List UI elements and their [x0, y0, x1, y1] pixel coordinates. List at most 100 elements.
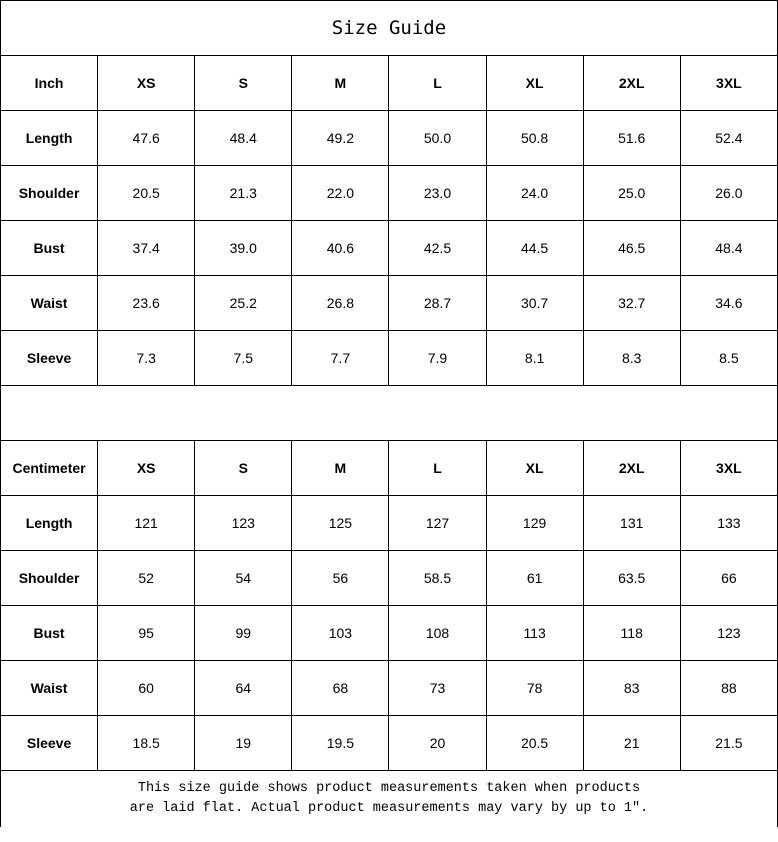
- measurement-cell: 34.6: [679, 275, 778, 331]
- measurement-cell: 52.4: [679, 110, 778, 166]
- measurement-cell: 118: [582, 605, 681, 661]
- measurement-cell: 19.5: [291, 715, 390, 771]
- size-header: M: [291, 440, 390, 496]
- row-label: Length: [0, 495, 99, 551]
- measurement-cell: 21.3: [194, 165, 293, 221]
- measurement-cell: 20.5: [485, 715, 584, 771]
- size-header: 2XL: [582, 440, 681, 496]
- measurement-cell: 50.0: [388, 110, 487, 166]
- measurement-cell: 127: [388, 495, 487, 551]
- measurement-cell: 58.5: [388, 550, 487, 606]
- measurement-cell: 22.0: [291, 165, 390, 221]
- row-label: Bust: [0, 220, 99, 276]
- spacer-row: [0, 385, 778, 441]
- measurement-cell: 8.5: [679, 330, 778, 386]
- table-row: Bust 37.4 39.0 40.6 42.5 44.5 46.5 48.4: [0, 220, 778, 276]
- measurement-cell: 28.7: [388, 275, 487, 331]
- footer-line-2: are laid flat. Actual product measuremen…: [129, 801, 649, 816]
- size-header: L: [388, 55, 487, 111]
- measurement-cell: 68: [291, 660, 390, 716]
- measurement-cell: 7.3: [97, 330, 196, 386]
- measurement-cell: 7.5: [194, 330, 293, 386]
- measurement-cell: 78: [485, 660, 584, 716]
- header-row: Inch XS S M L XL 2XL 3XL: [0, 55, 778, 111]
- measurement-cell: 39.0: [194, 220, 293, 276]
- measurement-cell: 64: [194, 660, 293, 716]
- measurement-cell: 48.4: [194, 110, 293, 166]
- size-header: 3XL: [679, 440, 778, 496]
- measurement-cell: 83: [582, 660, 681, 716]
- size-header: XS: [97, 440, 196, 496]
- measurement-cell: 131: [582, 495, 681, 551]
- measurement-cell: 95: [97, 605, 196, 661]
- measurement-cell: 46.5: [582, 220, 681, 276]
- measurement-cell: 129: [485, 495, 584, 551]
- row-label: Length: [0, 110, 99, 166]
- measurement-cell: 51.6: [582, 110, 681, 166]
- unit-header: Centimeter: [0, 440, 99, 496]
- measurement-cell: 99: [194, 605, 293, 661]
- row-label: Bust: [0, 605, 99, 661]
- measurement-cell: 7.9: [388, 330, 487, 386]
- measurement-cell: 25.0: [582, 165, 681, 221]
- row-label: Waist: [0, 275, 99, 331]
- row-label: Waist: [0, 660, 99, 716]
- measurement-cell: 44.5: [485, 220, 584, 276]
- row-label: Shoulder: [0, 550, 99, 606]
- table-row: Waist 23.6 25.2 26.8 28.7 30.7 32.7 34.6: [0, 275, 778, 331]
- measurement-cell: 42.5: [388, 220, 487, 276]
- size-header: S: [194, 55, 293, 111]
- page-title: Size Guide: [0, 0, 778, 56]
- measurement-cell: 73: [388, 660, 487, 716]
- size-header: XS: [97, 55, 196, 111]
- size-header: XL: [485, 440, 584, 496]
- measurement-cell: 125: [291, 495, 390, 551]
- measurement-cell: 50.8: [485, 110, 584, 166]
- size-header: 2XL: [582, 55, 681, 111]
- measurement-cell: 47.6: [97, 110, 196, 166]
- measurement-cell: 8.1: [485, 330, 584, 386]
- header-row: Centimeter XS S M L XL 2XL 3XL: [0, 440, 778, 496]
- measurement-cell: 88: [679, 660, 778, 716]
- measurement-cell: 52: [97, 550, 196, 606]
- measurement-cell: 8.3: [582, 330, 681, 386]
- measurement-cell: 40.6: [291, 220, 390, 276]
- measurement-cell: 63.5: [582, 550, 681, 606]
- measurement-cell: 7.7: [291, 330, 390, 386]
- table-row: Length 121 123 125 127 129 131 133: [0, 495, 778, 551]
- measurement-cell: 20: [388, 715, 487, 771]
- measurement-cell: 56: [291, 550, 390, 606]
- size-header: 3XL: [679, 55, 778, 111]
- table-row: Bust 95 99 103 108 113 118 123: [0, 605, 778, 661]
- measurement-cell: 108: [388, 605, 487, 661]
- size-header: L: [388, 440, 487, 496]
- row-label: Sleeve: [0, 330, 99, 386]
- measurement-cell: 133: [679, 495, 778, 551]
- footer-note: This size guide shows product measuremen…: [0, 770, 778, 827]
- unit-header: Inch: [0, 55, 99, 111]
- measurement-cell: 26.8: [291, 275, 390, 331]
- measurement-cell: 49.2: [291, 110, 390, 166]
- size-header: S: [194, 440, 293, 496]
- measurement-cell: 25.2: [194, 275, 293, 331]
- measurement-cell: 20.5: [97, 165, 196, 221]
- measurement-cell: 37.4: [97, 220, 196, 276]
- measurement-cell: 21.5: [679, 715, 778, 771]
- measurement-cell: 18.5: [97, 715, 196, 771]
- footer-line-1: This size guide shows product measuremen…: [137, 781, 641, 796]
- table-row: Sleeve 7.3 7.5 7.7 7.9 8.1 8.3 8.5: [0, 330, 778, 386]
- row-label: Sleeve: [0, 715, 99, 771]
- measurement-cell: 32.7: [582, 275, 681, 331]
- measurement-cell: 48.4: [679, 220, 778, 276]
- table-row: Shoulder 52 54 56 58.5 61 63.5 66: [0, 550, 778, 606]
- table-row: Shoulder 20.5 21.3 22.0 23.0 24.0 25.0 26.0: [0, 165, 778, 221]
- measurement-cell: 23.0: [388, 165, 487, 221]
- table-row: Waist 60 64 68 73 78 83 88: [0, 660, 778, 716]
- size-header: XL: [485, 55, 584, 111]
- measurement-cell: 23.6: [97, 275, 196, 331]
- measurement-cell: 19: [194, 715, 293, 771]
- measurement-cell: 26.0: [679, 165, 778, 221]
- measurement-cell: 61: [485, 550, 584, 606]
- measurement-cell: 60: [97, 660, 196, 716]
